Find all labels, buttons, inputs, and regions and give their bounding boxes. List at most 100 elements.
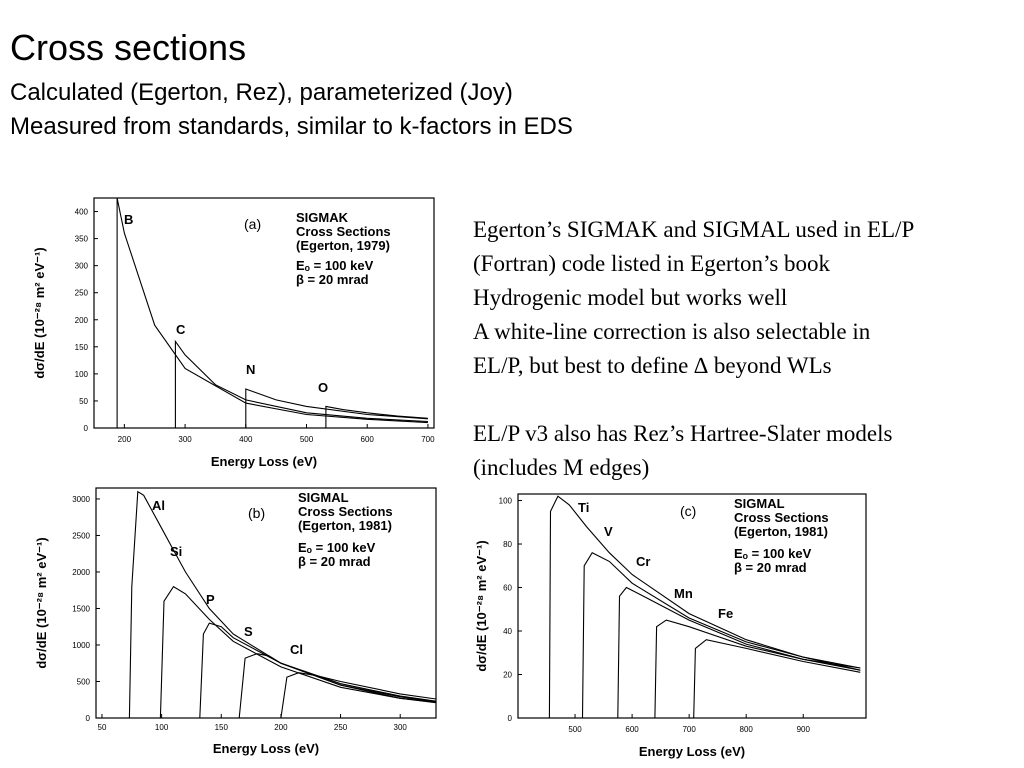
plot-frame xyxy=(517,493,867,719)
x-axis-label: Energy Loss (eV) xyxy=(639,744,745,759)
x-tick-label: 900 xyxy=(797,725,811,734)
x-tick-label: 150 xyxy=(215,723,229,732)
y-tick-label: 2500 xyxy=(72,531,90,540)
series-line-cr xyxy=(617,586,861,718)
y-tick-label: 100 xyxy=(499,497,513,506)
y-tick-label: 1000 xyxy=(72,641,90,650)
y-tick-label: 80 xyxy=(503,540,512,549)
series-line-mn xyxy=(654,619,861,718)
series-label-fe: Fe xyxy=(718,606,733,621)
x-tick-label: 500 xyxy=(300,435,314,444)
x-tick-label: 300 xyxy=(178,435,192,444)
y-tick-label: 2000 xyxy=(72,568,90,577)
series-label-si: Si xyxy=(170,544,182,559)
chart-annotation-line: (Egerton, 1979) xyxy=(296,238,390,253)
slide-subtitle-1: Calculated (Egerton, Rez), parameterized… xyxy=(10,79,513,106)
chart-annotation-line: β = 20 mrad xyxy=(296,272,369,287)
chart-annotation-line: Eₒ = 100 keV xyxy=(298,540,376,555)
series-line-si xyxy=(159,585,436,718)
series-label-al: Al xyxy=(152,498,165,513)
y-tick-label: 150 xyxy=(75,343,89,352)
y-tick-label: 3000 xyxy=(72,495,90,504)
x-tick-label: 700 xyxy=(421,435,435,444)
x-tick-label: 50 xyxy=(98,723,107,732)
x-tick-label: 700 xyxy=(682,725,696,734)
note-line: EL/P v3 also has Rez’s Hartree-Slater mo… xyxy=(473,421,893,446)
x-axis-label: Energy Loss (eV) xyxy=(211,454,317,469)
chart-annotation-line: (Egerton, 1981) xyxy=(298,518,392,533)
x-tick-label: 400 xyxy=(239,435,253,444)
y-tick-label: 50 xyxy=(79,397,88,406)
series-line-n xyxy=(245,388,428,428)
y-tick-label: 0 xyxy=(86,714,91,723)
chart-annotation-line: (Egerton, 1981) xyxy=(734,524,828,539)
series-line-ti xyxy=(548,495,861,718)
series-label-ti: Ti xyxy=(578,500,589,515)
chart-annotation-line: SIGMAL xyxy=(298,490,349,505)
series-label-o: O xyxy=(318,380,328,395)
panel-label: (b) xyxy=(248,505,265,521)
chart-annotation-line: Cross Sections xyxy=(298,504,393,519)
x-tick-label: 500 xyxy=(568,725,582,734)
y-tick-label: 0 xyxy=(508,714,513,723)
chart-panel-3: 0 20 40 60 80 100 500 600 700 800 900 Energy Loss (… xyxy=(474,493,867,759)
y-tick-label: 350 xyxy=(75,235,89,244)
plot-frame xyxy=(95,487,437,719)
note-line: Egerton’s SIGMAK and SIGMAL used in EL/P xyxy=(473,217,915,242)
x-tick-label: 600 xyxy=(625,725,639,734)
chart-panel-1: 0 50 100 150 200 250 300 350 400 200 300 400 500 600 7… xyxy=(32,197,435,469)
plot-frame xyxy=(93,197,435,429)
chart-annotation-line: Eₒ = 100 keV xyxy=(734,546,812,561)
notes-block: Egerton’s SIGMAK and SIGMAL used in EL/P… xyxy=(473,213,1024,485)
chart-annotation-line: β = 20 mrad xyxy=(298,554,371,569)
chart-annotation-line: β = 20 mrad xyxy=(734,560,807,575)
y-tick-label: 200 xyxy=(75,316,89,325)
series-label-mn: Mn xyxy=(674,586,693,601)
y-tick-label: 60 xyxy=(503,584,512,593)
chart-annotation-line: Cross Sections xyxy=(734,510,829,525)
y-tick-label: 100 xyxy=(75,370,89,379)
x-tick-label: 250 xyxy=(334,723,348,732)
series-line-v xyxy=(581,551,861,718)
x-axis-label: Energy Loss (eV) xyxy=(213,741,319,756)
series-label-p: P xyxy=(206,592,215,607)
series-line-b xyxy=(116,198,428,428)
panel-label: (a) xyxy=(244,216,261,232)
series-line-c xyxy=(174,339,428,428)
x-tick-label: 200 xyxy=(118,435,132,444)
note-line: Hydrogenic model but works well xyxy=(473,285,788,310)
note-line: (Fortran) code listed in Egerton’s book xyxy=(473,251,831,276)
series-line-fe xyxy=(693,639,861,718)
series-label-b: B xyxy=(124,212,133,227)
x-tick-label: 200 xyxy=(274,723,288,732)
chart-annotation-line: Cross Sections xyxy=(296,224,391,239)
series-label-cl: Cl xyxy=(290,642,303,657)
note-line: (includes M edges) xyxy=(473,455,650,480)
y-tick-label: 1500 xyxy=(72,604,90,613)
series-label-cr: Cr xyxy=(636,554,650,569)
slide-title: Cross sections xyxy=(10,27,247,68)
x-tick-label: 800 xyxy=(740,725,754,734)
series-label-s: S xyxy=(244,624,253,639)
series-line-o xyxy=(325,405,428,428)
y-tick-label: 250 xyxy=(75,289,89,298)
x-tick-label: 600 xyxy=(361,435,375,444)
series-label-v: V xyxy=(604,524,613,539)
series-line-p xyxy=(199,622,436,718)
y-tick-label: 0 xyxy=(84,424,89,433)
y-tick-label: 20 xyxy=(503,671,512,680)
y-axis-label: dσ/dE (10⁻²⁸ m² eV⁻¹) xyxy=(34,537,49,668)
slide-subtitle-2: Measured from standards, similar to k-fa… xyxy=(10,113,573,140)
x-tick-label: 100 xyxy=(155,723,169,732)
note-line: A white-line correction is also selectab… xyxy=(473,319,871,344)
series-label-c: C xyxy=(176,322,186,337)
chart-annotation-line: Eₒ = 100 keV xyxy=(296,258,374,273)
y-tick-label: 500 xyxy=(77,677,91,686)
x-tick-label: 300 xyxy=(394,723,408,732)
series-line-s xyxy=(238,653,436,718)
series-label-n: N xyxy=(246,362,255,377)
y-tick-label: 400 xyxy=(75,208,89,217)
y-tick-label: 40 xyxy=(503,627,512,636)
chart-annotation-line: SIGMAK xyxy=(296,210,349,225)
